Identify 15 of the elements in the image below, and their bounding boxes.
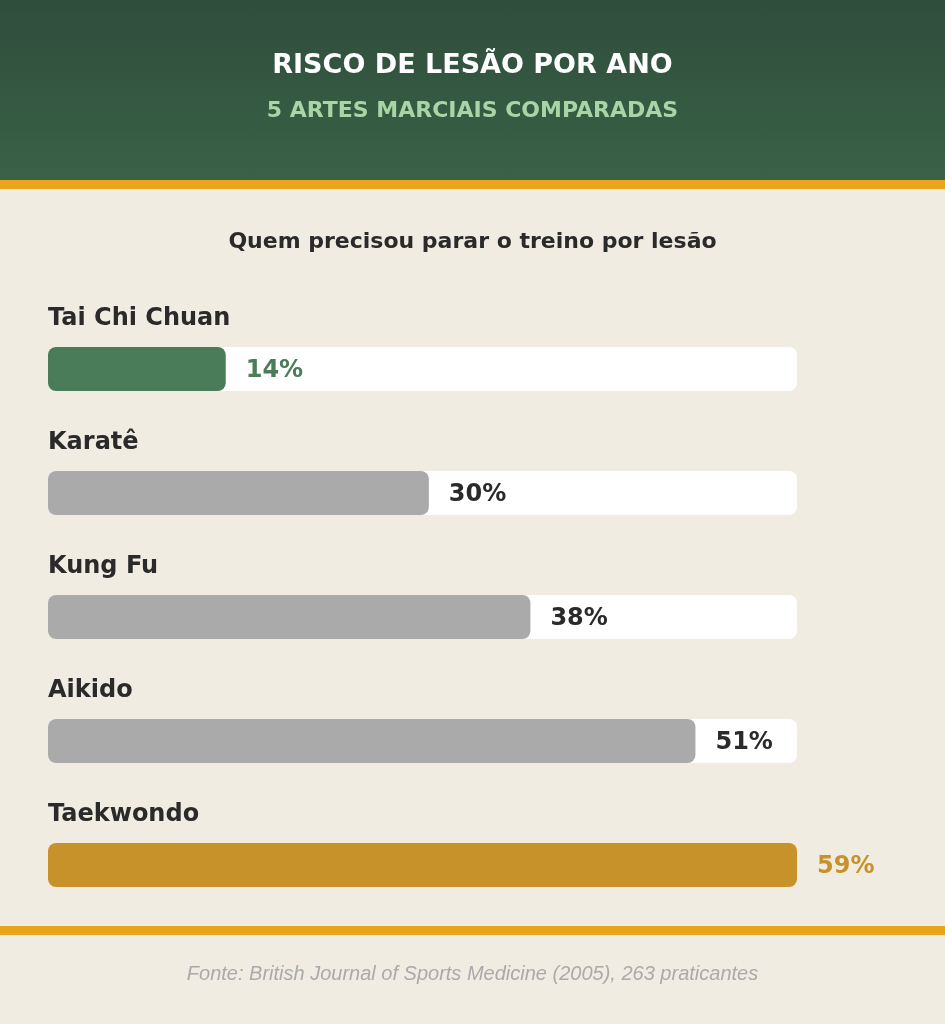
y-tick-label: Karatê <box>48 427 139 455</box>
chart-subtitle: 5 ARTES MARCIAIS COMPARADAS <box>265 96 680 124</box>
data-label: 59% <box>817 851 875 879</box>
data-label: 38% <box>550 603 608 631</box>
data-label: 14% <box>245 355 304 383</box>
y-tick-label: Kung Fu <box>48 551 159 579</box>
y-tick-label: Aikido <box>48 675 133 703</box>
text: Quem precisou parar o treino por lesão <box>227 227 718 255</box>
chart-title: RISCO DE LESÃO POR ANO <box>271 47 674 81</box>
bar <box>48 347 226 391</box>
data-label: 51% <box>715 727 773 755</box>
source-note: Fonte: British Journal of Sports Medicine (2005), 263 praticantes <box>185 961 760 986</box>
data-label: 30% <box>448 479 507 507</box>
y-tick-label: Tai Chi Chuan <box>48 303 231 331</box>
y-tick-label: Taekwondo <box>48 799 200 827</box>
